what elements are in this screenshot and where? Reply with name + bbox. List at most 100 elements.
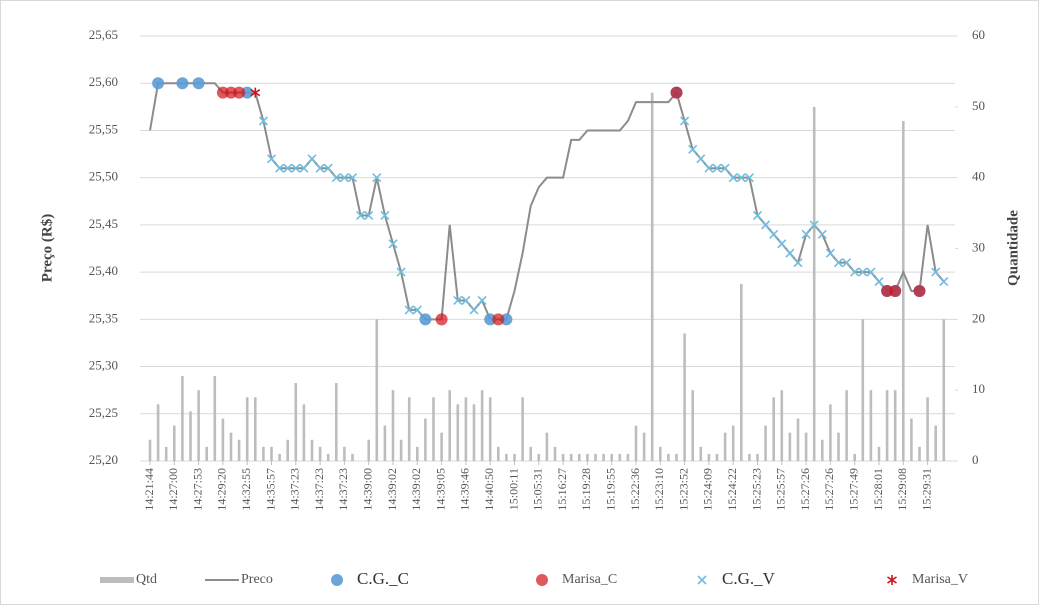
qtd-bar xyxy=(926,397,929,461)
qtd-bar xyxy=(731,425,735,461)
qtd-bar xyxy=(262,446,265,461)
qtd-bar xyxy=(294,383,298,461)
x-tick-label: 15:27:49 xyxy=(846,468,860,511)
legend-swatch xyxy=(887,575,897,585)
point xyxy=(833,258,844,268)
point xyxy=(728,173,738,183)
point xyxy=(752,210,763,221)
point xyxy=(736,173,746,183)
x-tick-label: 15:25:23 xyxy=(749,468,763,511)
qtd-bar xyxy=(521,397,524,461)
qtd-bar xyxy=(513,453,516,461)
point xyxy=(688,144,698,154)
qtd-bar xyxy=(156,404,160,461)
point xyxy=(850,267,860,277)
qtd-bar xyxy=(505,453,508,461)
qtd-bar xyxy=(302,404,306,461)
qtd-bar xyxy=(205,446,208,461)
qtd-bar xyxy=(804,432,808,461)
qtd-bar xyxy=(472,404,476,461)
x-tick-label: 14:37:23 xyxy=(336,468,350,511)
x-tick-label: 15:24:09 xyxy=(701,468,715,511)
qtd-bar xyxy=(432,397,435,461)
qtd-bar xyxy=(318,446,322,461)
qtd-bar xyxy=(173,425,176,461)
qtd-bar xyxy=(189,411,192,461)
point xyxy=(347,173,358,183)
y-tick-label: 25,25 xyxy=(89,405,118,420)
point xyxy=(777,239,787,249)
y-tick-label: 25,65 xyxy=(89,27,118,42)
point xyxy=(435,313,448,326)
x-tick-label: 14:39:00 xyxy=(360,468,374,511)
legend-label: Qtd xyxy=(136,572,157,587)
qtd-bar xyxy=(845,390,848,461)
qtd-bar xyxy=(869,390,873,461)
qtd-bar xyxy=(456,404,460,461)
qtd-bar xyxy=(569,453,573,461)
qtd-bar xyxy=(650,92,654,462)
x-tick-label: 15:27:26 xyxy=(798,468,812,511)
y-axis-title: Preço (R$) xyxy=(39,214,55,282)
x-tick-label: 14:39:02 xyxy=(385,468,399,511)
x-tick-label: 14:27:53 xyxy=(190,468,204,511)
qtd-bar xyxy=(375,319,379,461)
qtd-bar xyxy=(286,439,289,461)
y-tick-label: 25,35 xyxy=(89,310,118,325)
point xyxy=(769,229,779,239)
point xyxy=(744,173,754,183)
x-tick-label: 14:39:02 xyxy=(409,468,423,511)
y-tick-label: 25,40 xyxy=(89,263,118,278)
point xyxy=(931,267,941,277)
qtd-bar xyxy=(335,383,338,461)
x-tick-label: 15:28:01 xyxy=(871,468,885,511)
point xyxy=(720,163,730,173)
qtd-bar xyxy=(399,439,403,461)
x-tick-label: 14:39:05 xyxy=(433,468,447,511)
point xyxy=(809,220,819,230)
x-tick-label: 15:24:22 xyxy=(725,468,739,511)
point xyxy=(315,163,325,173)
point xyxy=(874,276,884,287)
point xyxy=(842,258,852,268)
x-tick-label: 15:19:55 xyxy=(603,468,617,511)
qtd-bar xyxy=(780,390,784,461)
qtd-bar xyxy=(812,106,816,461)
point xyxy=(419,313,432,326)
qtd-bar xyxy=(610,453,613,461)
x-tick-label: 15:22:36 xyxy=(628,468,642,511)
qtd-bar xyxy=(740,283,743,461)
point xyxy=(680,116,690,126)
qtd-bar xyxy=(586,453,589,461)
qtd-bar xyxy=(416,446,419,461)
point xyxy=(412,305,422,315)
point xyxy=(492,313,505,326)
qtd-bar xyxy=(821,439,824,461)
qtd-bar xyxy=(910,418,913,461)
legend-swatch xyxy=(100,577,134,583)
legend-label: Marisa_C xyxy=(562,572,617,587)
qtd-bar xyxy=(424,418,427,461)
legend-label: Preco xyxy=(241,572,273,587)
y-tick-label: 25,20 xyxy=(89,452,118,467)
qtd-bar xyxy=(181,376,184,461)
point xyxy=(388,239,398,249)
qtd-bar xyxy=(310,439,314,461)
point xyxy=(453,295,463,306)
qtd-bar xyxy=(642,432,646,461)
qtd-bar xyxy=(691,390,694,461)
x-tick-label: 15:23:52 xyxy=(676,468,690,511)
qtd-bar xyxy=(659,446,662,461)
qtd-bar xyxy=(351,453,354,461)
x-tick-label: 15:25:57 xyxy=(774,468,788,511)
qtd-bar xyxy=(764,425,767,461)
y2-tick-label: 30 xyxy=(972,239,985,254)
y2-tick-label: 0 xyxy=(972,452,979,467)
x-tick-label: 14:40:50 xyxy=(482,468,496,511)
y2-tick-label: 20 xyxy=(972,310,985,325)
point xyxy=(825,248,835,258)
point xyxy=(283,163,293,173)
legend-swatch xyxy=(536,574,548,586)
qtd-bar xyxy=(594,453,597,461)
